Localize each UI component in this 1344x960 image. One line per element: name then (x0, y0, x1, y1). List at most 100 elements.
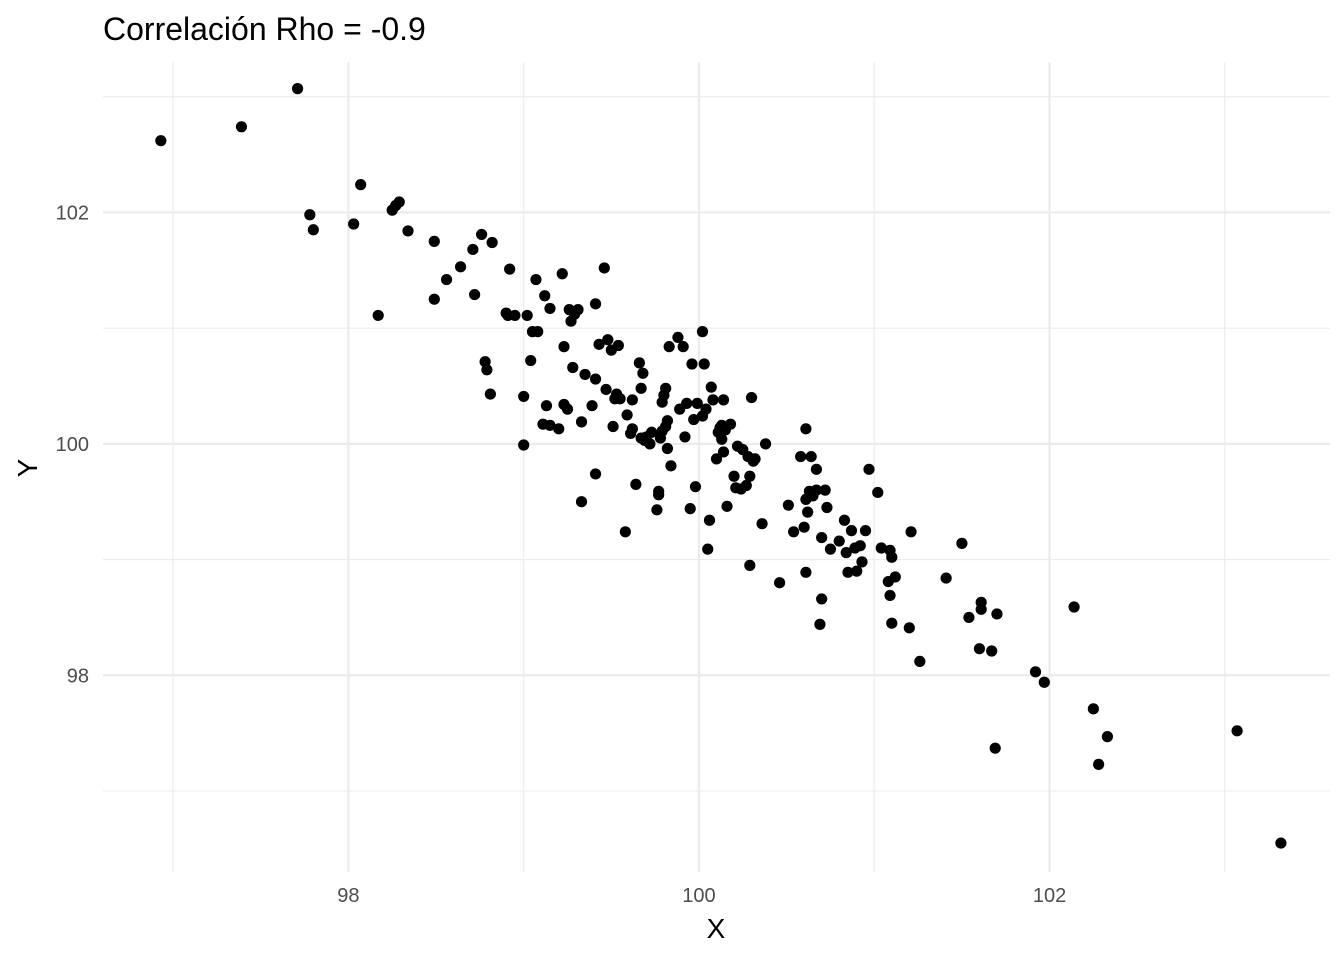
data-point (575, 496, 588, 508)
y-tick-label: 100 (56, 434, 89, 456)
data-point (863, 463, 875, 475)
data-point (544, 302, 556, 315)
data-point (805, 450, 817, 463)
data-point (589, 373, 602, 385)
data-point (940, 572, 952, 584)
data-point (859, 525, 872, 537)
data-point (702, 543, 714, 555)
data-point (816, 593, 828, 605)
data-point (402, 225, 414, 237)
data-points (155, 83, 1287, 849)
data-point (635, 382, 647, 394)
data-point (684, 503, 696, 515)
data-point (355, 179, 367, 191)
data-point (740, 479, 752, 492)
data-point (691, 397, 703, 409)
data-point (989, 742, 1001, 754)
data-point (614, 393, 626, 405)
data-point (1231, 725, 1243, 737)
data-point (905, 526, 917, 538)
data-point (872, 486, 884, 499)
x-tick-label: 102 (1033, 885, 1066, 907)
data-point (575, 416, 588, 428)
data-point (914, 655, 926, 668)
data-point (626, 394, 638, 406)
data-point (774, 577, 786, 589)
data-point (155, 135, 167, 147)
data-point (393, 196, 405, 208)
data-point (663, 341, 675, 353)
data-point (833, 535, 845, 547)
data-point (875, 542, 887, 554)
data-point (703, 514, 716, 526)
data-point (700, 403, 712, 415)
data-point (681, 397, 693, 409)
data-point (481, 364, 493, 376)
data-point (679, 431, 691, 443)
data-point (889, 571, 901, 583)
grid-lines (103, 62, 1330, 872)
data-point (544, 419, 556, 431)
data-point (586, 400, 598, 412)
y-axis-title: Y (12, 458, 43, 477)
x-tick-label: 98 (337, 885, 359, 907)
data-point (686, 358, 698, 370)
data-point (556, 268, 568, 280)
data-point (661, 442, 674, 455)
data-point (372, 309, 384, 322)
data-point (593, 338, 605, 350)
data-point (589, 468, 602, 480)
data-point (644, 438, 656, 450)
data-point (539, 290, 551, 302)
data-point (975, 596, 987, 608)
data-point (795, 450, 807, 463)
data-point (798, 521, 810, 533)
data-point (716, 433, 728, 445)
data-point (518, 390, 530, 403)
data-point (840, 547, 852, 559)
data-point (696, 326, 709, 338)
data-point (612, 339, 624, 352)
data-point (598, 262, 610, 274)
data-point (476, 228, 488, 241)
data-point (886, 551, 898, 563)
data-point (1275, 837, 1287, 849)
data-point (602, 334, 614, 346)
data-point (626, 423, 638, 435)
data-point (963, 611, 975, 624)
data-point (561, 403, 574, 415)
data-point (744, 559, 756, 571)
data-point (749, 453, 761, 465)
data-point (856, 556, 868, 568)
data-point (884, 589, 896, 602)
data-point (728, 470, 740, 482)
data-point (484, 388, 496, 400)
data-point (428, 235, 440, 247)
data-point (800, 423, 812, 435)
data-point (821, 501, 833, 514)
data-point (814, 618, 826, 630)
data-point (1093, 758, 1105, 770)
data-point (469, 288, 481, 301)
data-point (630, 478, 642, 490)
data-point (845, 525, 858, 537)
y-axis-ticks: 98 100 102 (56, 202, 89, 687)
data-point (838, 514, 851, 526)
data-point (810, 484, 823, 496)
data-point (467, 243, 479, 256)
data-point (677, 341, 689, 353)
data-point (651, 504, 663, 516)
data-point (621, 409, 633, 421)
data-point (710, 453, 723, 465)
data-point (1038, 676, 1050, 688)
data-point (956, 537, 968, 549)
data-point (800, 566, 812, 578)
data-point (307, 224, 319, 236)
data-point (688, 413, 700, 426)
x-axis-ticks: 98 100 102 (337, 885, 1066, 907)
data-point (705, 381, 717, 393)
data-point (509, 309, 521, 322)
data-point (304, 209, 316, 221)
data-point (558, 341, 570, 353)
